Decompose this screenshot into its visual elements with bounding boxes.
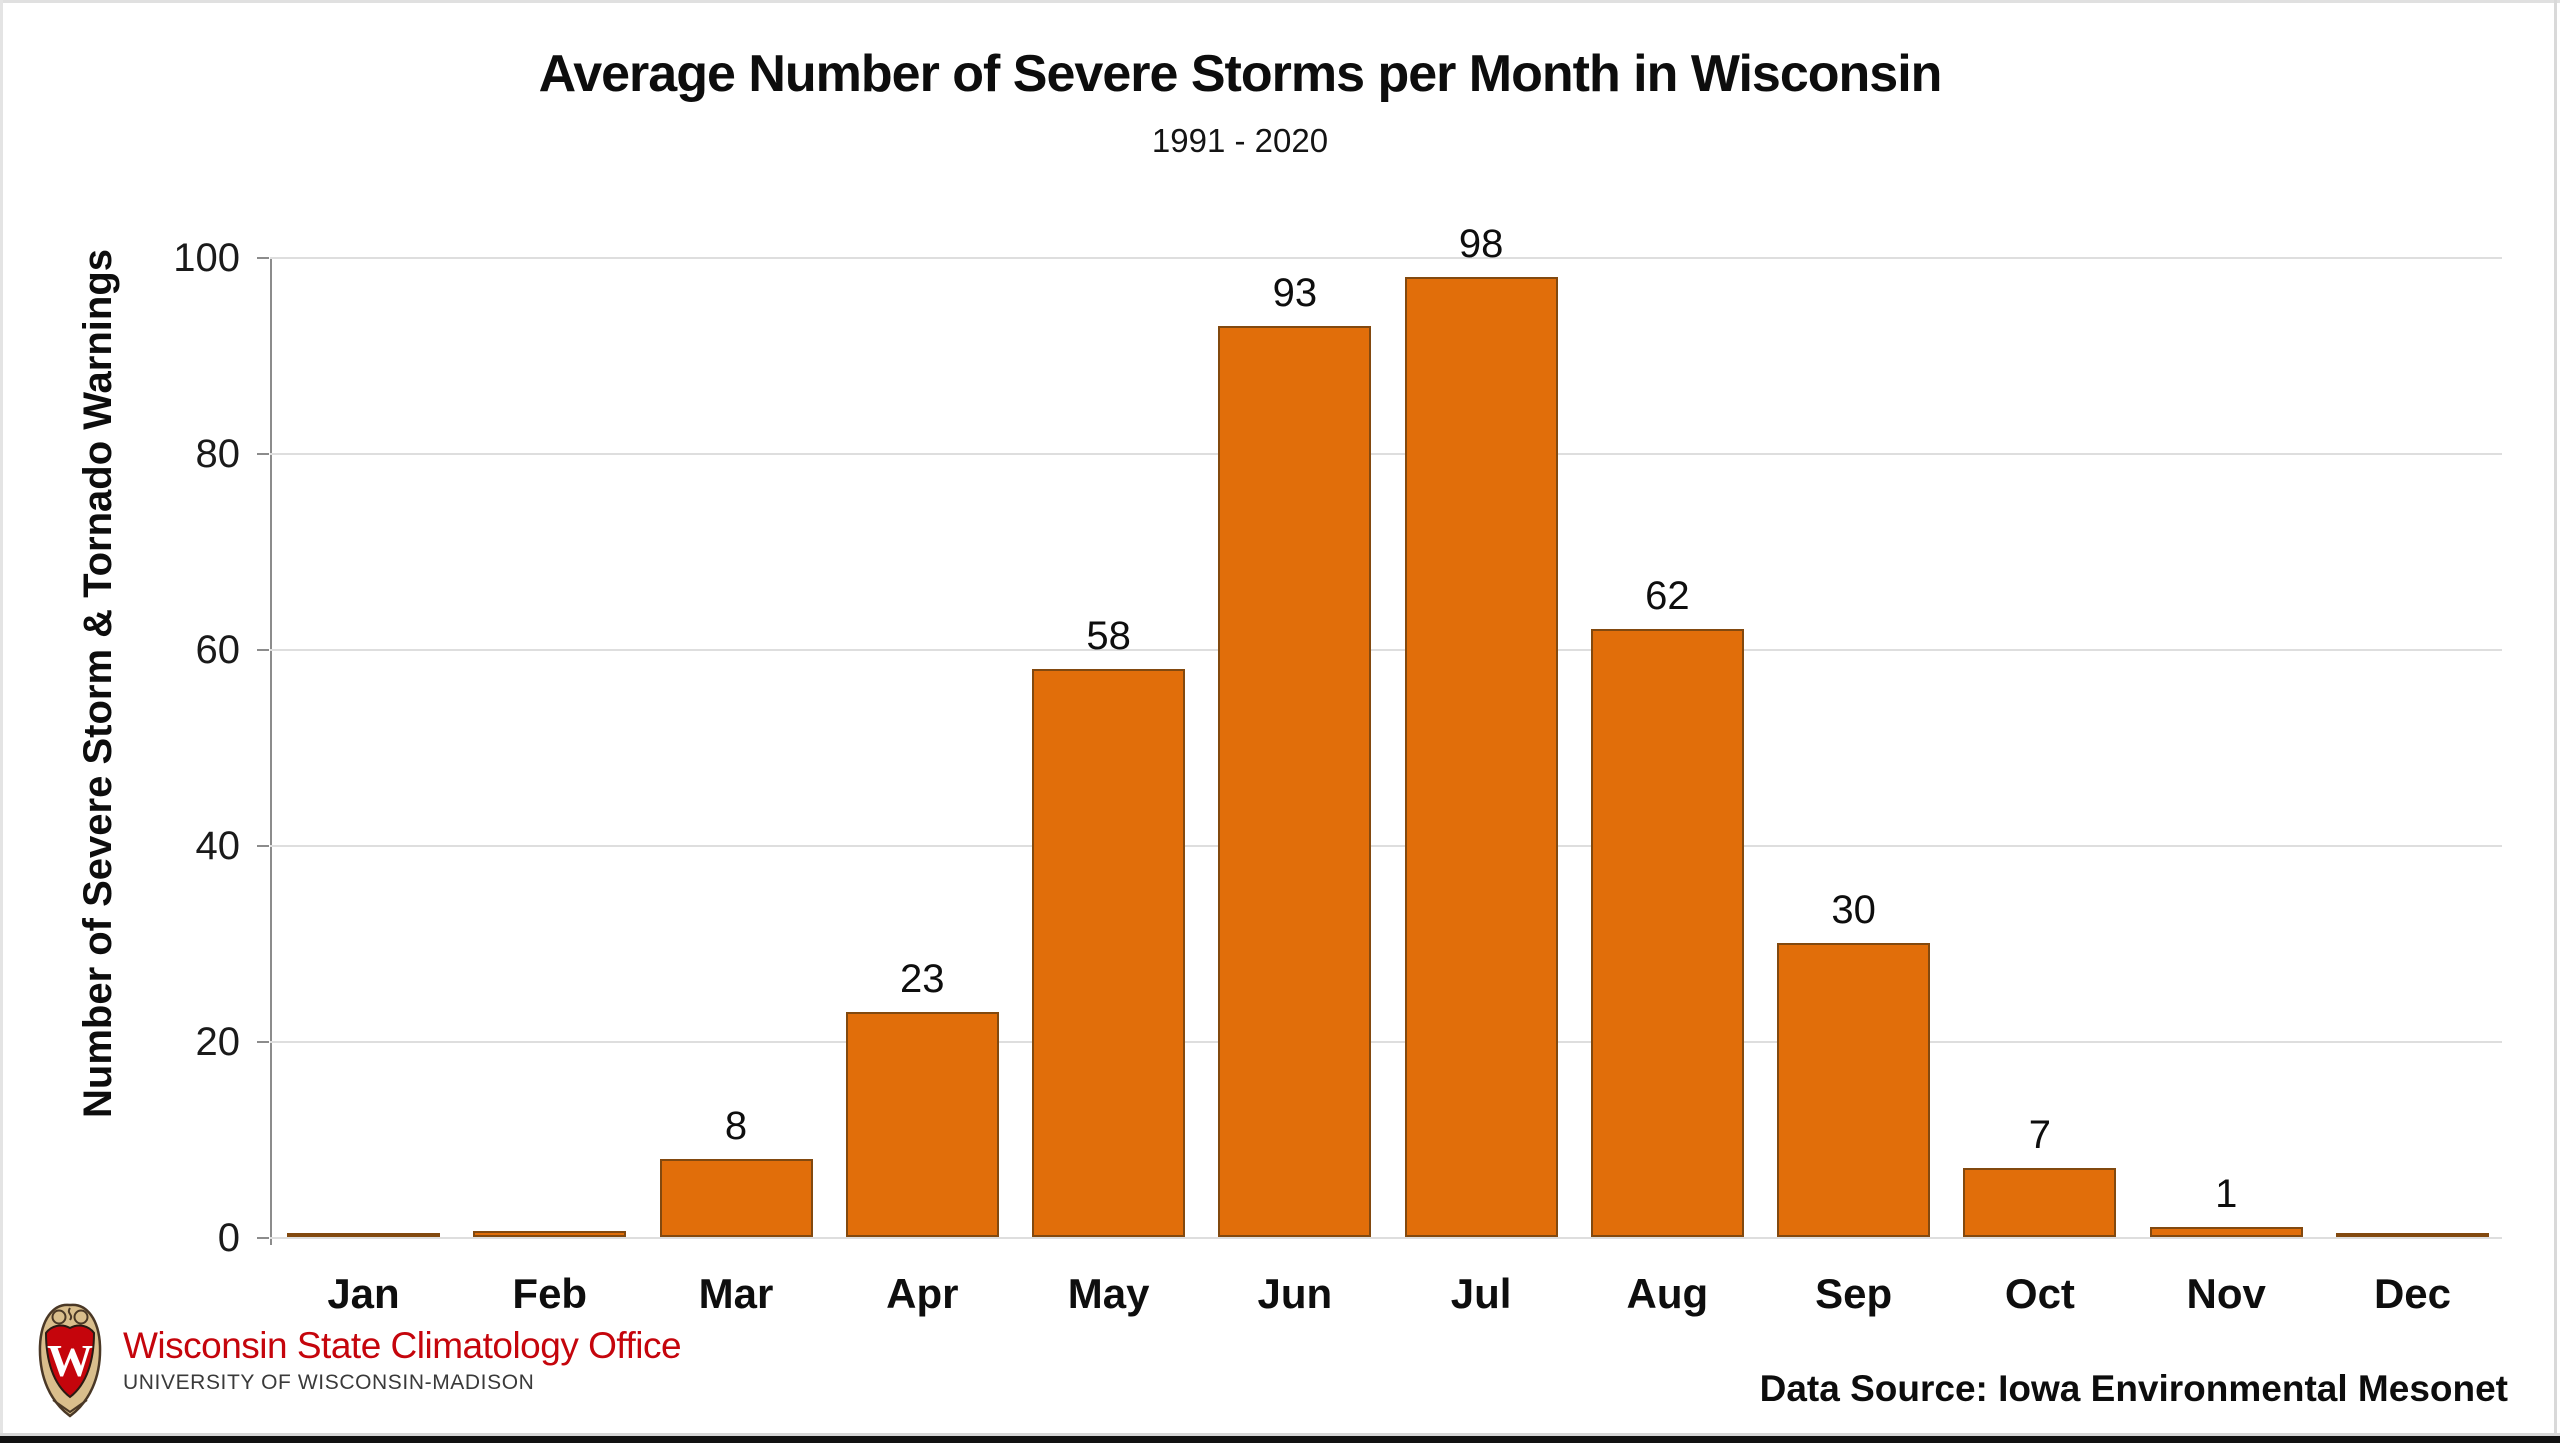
y-axis-tick-40 bbox=[257, 845, 269, 847]
bar-mar bbox=[659, 1158, 813, 1237]
bar-jan bbox=[287, 1233, 440, 1237]
bottom-gray-divider bbox=[0, 1433, 2560, 1436]
bar-value-label-nov: 1 bbox=[2215, 1172, 2238, 1217]
x-tick-label-jan: Jan bbox=[327, 1270, 400, 1317]
bar-value-label-jun: 93 bbox=[1272, 270, 1318, 315]
gridline-y-80 bbox=[270, 453, 2502, 455]
y-tick-label-0: 0 bbox=[217, 1216, 240, 1260]
x-tick-label-aug: Aug bbox=[1626, 1270, 1709, 1317]
bottom-black-bar bbox=[0, 1436, 2560, 1443]
bar-jun bbox=[1218, 325, 1372, 1237]
x-tick-label-may: May bbox=[1067, 1270, 1150, 1317]
x-tick-label-feb: Feb bbox=[512, 1270, 588, 1317]
y-tick-label-80: 80 bbox=[195, 432, 241, 476]
y-tick-label-60: 60 bbox=[195, 628, 241, 672]
bar-oct bbox=[1963, 1168, 2117, 1237]
gridline-y-100 bbox=[270, 257, 2502, 259]
y-axis-tick-60 bbox=[257, 649, 269, 651]
org-logo-group: W Wisconsin State Climatology Office UNI… bbox=[33, 1300, 682, 1420]
bar-value-label-sep: 30 bbox=[1831, 888, 1876, 932]
plot-area: 0 20 40 60 80 100 Jan Feb 8 Mar 23 Apr 58 May 93 Jun 98 J… bbox=[173, 222, 2502, 1317]
y-axis-tick-20 bbox=[257, 1041, 269, 1043]
gridline-y-0 bbox=[270, 1237, 2502, 1239]
bar-aug bbox=[1590, 629, 1744, 1237]
y-tick-label-20: 20 bbox=[195, 1020, 241, 1064]
bar-apr bbox=[845, 1011, 999, 1237]
x-tick-label-jul: Jul bbox=[1450, 1270, 1512, 1317]
gridline-y-20 bbox=[270, 1041, 2502, 1043]
data-source-credit: Data Source: Iowa Environmental Mesonet bbox=[1759, 1368, 2508, 1409]
org-name: Wisconsin State Climatology Office bbox=[123, 1325, 682, 1366]
bar-value-label-apr: 23 bbox=[900, 956, 945, 1001]
x-tick-label-nov: Nov bbox=[2186, 1270, 2266, 1317]
bar-value-label-aug: 62 bbox=[1645, 574, 1690, 619]
x-tick-label-jun: Jun bbox=[1257, 1270, 1333, 1317]
bar-sep bbox=[1777, 943, 1931, 1237]
y-axis-tick-80 bbox=[257, 453, 269, 455]
y-axis-tick-0 bbox=[257, 1237, 269, 1239]
chart-subtitle: 1991 - 2020 bbox=[1151, 122, 1329, 159]
bar-value-label-may: 58 bbox=[1086, 613, 1131, 658]
gridline-y-60 bbox=[270, 649, 2502, 651]
bar-value-label-jul: 98 bbox=[1458, 221, 1504, 266]
bar-nov bbox=[2149, 1227, 2303, 1237]
bar-dec bbox=[2335, 1233, 2489, 1237]
y-axis-title: Number of Severe Storm & Tornado Warning… bbox=[76, 248, 120, 1118]
org-text-block: Wisconsin State Climatology Office UNIVE… bbox=[123, 1325, 682, 1395]
top-edge-divider bbox=[0, 0, 2560, 3]
bar-value-label-mar: 8 bbox=[724, 1103, 748, 1148]
y-axis-tick-100 bbox=[257, 257, 269, 259]
x-tick-label-dec: Dec bbox=[2373, 1270, 2451, 1317]
org-subtitle: UNIVERSITY OF WISCONSIN-MADISON bbox=[123, 1371, 535, 1394]
x-tick-label-mar: Mar bbox=[698, 1270, 774, 1317]
left-edge-divider bbox=[0, 0, 3, 1443]
chart-title: Average Number of Severe Storms per Mont… bbox=[538, 45, 1943, 103]
y-tick-label-40: 40 bbox=[195, 824, 241, 868]
y-axis-spine bbox=[270, 257, 272, 1245]
x-tick-label-apr: Apr bbox=[886, 1270, 959, 1317]
bar-may bbox=[1032, 668, 1186, 1237]
bar-jul bbox=[1404, 276, 1558, 1237]
right-edge-divider bbox=[2554, 0, 2557, 1443]
x-tick-label-sep: Sep bbox=[1815, 1270, 1893, 1317]
bar-feb bbox=[473, 1231, 627, 1237]
x-tick-label-oct: Oct bbox=[2004, 1270, 2075, 1317]
gridline-y-40 bbox=[270, 845, 2502, 847]
svg-text:W: W bbox=[47, 1335, 93, 1386]
y-tick-label-100: 100 bbox=[173, 236, 240, 280]
uw-crest-icon: W bbox=[38, 1303, 102, 1418]
bar-value-label-oct: 7 bbox=[2028, 1113, 2052, 1158]
